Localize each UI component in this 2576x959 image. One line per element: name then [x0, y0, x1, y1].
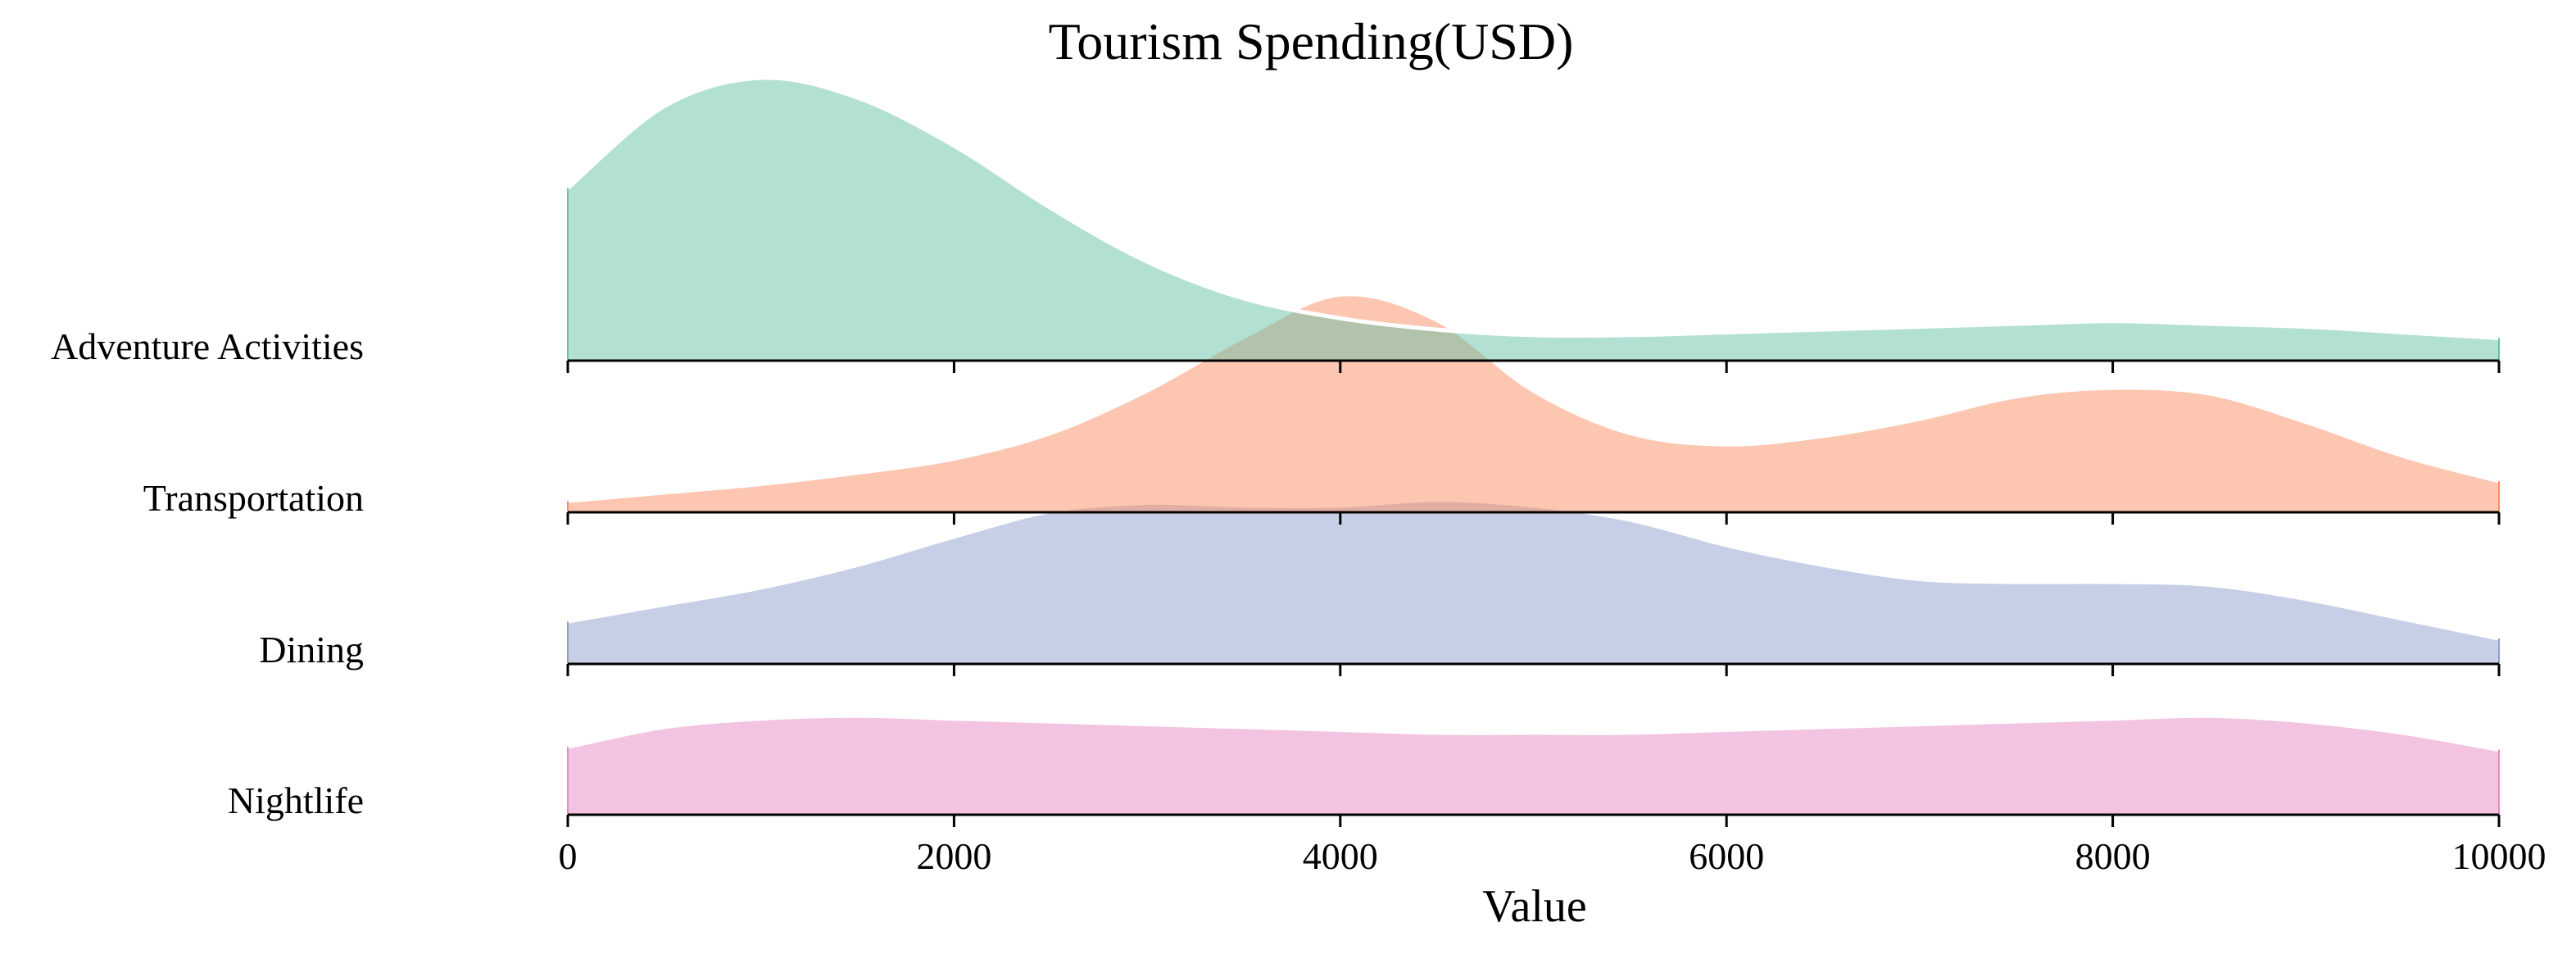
ridges-layer: [566, 75, 2500, 815]
ridge-label-dining: Dining: [259, 629, 364, 670]
baselines-layer: [566, 359, 2501, 827]
ridge-area-transportation: [568, 293, 2499, 512]
x-axis-label: Value: [1482, 881, 1587, 932]
ridge-label-adventure-activities: Adventure Activities: [51, 325, 364, 367]
ridge-outline-nightlife: [567, 713, 2500, 752]
x-tick-label: 4000: [1303, 835, 1378, 877]
x-tick-label: 6000: [1689, 835, 1764, 877]
ridge-area-nightlife: [568, 716, 2499, 815]
ridge-label-nightlife: Nightlife: [228, 779, 364, 821]
x-tick-label: 10000: [2452, 835, 2547, 877]
ridge-outline-adventure-activities: [566, 75, 2500, 340]
ridge-area-adventure-activities: [568, 77, 2499, 361]
chart-title: Tourism Spending(USD): [1049, 12, 1574, 70]
ridge-area-dining: [568, 499, 2499, 664]
labels-layer: Nightlife Dining Transportation Adventure A…: [51, 325, 2546, 877]
ridge-outline-transportation: [567, 292, 2500, 503]
x-tick-label: 2000: [916, 835, 991, 877]
ridge-label-transportation: Transportation: [143, 477, 364, 519]
x-tick-label: 0: [559, 835, 578, 877]
x-tick-label: 8000: [2075, 835, 2151, 877]
